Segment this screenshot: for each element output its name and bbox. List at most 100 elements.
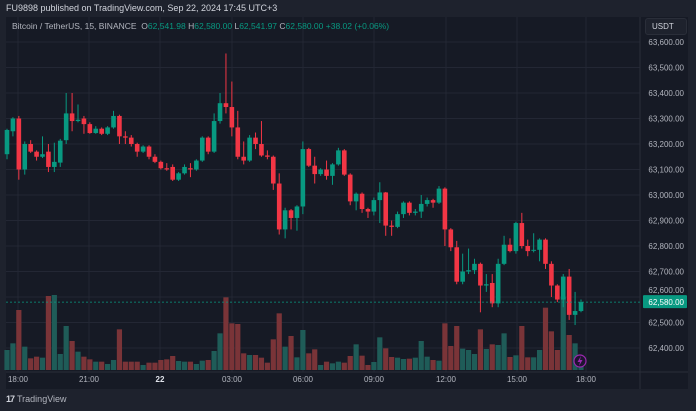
candle-body[interactable] [253,137,258,144]
candle-body[interactable] [241,156,247,161]
candle-body[interactable] [448,229,454,248]
candle-body[interactable] [460,271,465,282]
candle-body[interactable] [312,165,318,175]
candle-body[interactable] [454,247,460,282]
candle-body[interactable] [123,136,128,138]
candle-body[interactable] [507,244,513,252]
candle-body[interactable] [229,107,235,128]
candle-body[interactable] [365,209,371,212]
candle-body[interactable] [288,210,294,218]
candle-body[interactable] [235,127,241,157]
candle-body[interactable] [324,169,329,176]
candle-body[interactable] [282,210,288,230]
candle-body[interactable] [182,166,187,174]
candle-body[interactable] [276,183,282,230]
candle-body[interactable] [194,160,199,170]
candle-body[interactable] [341,150,347,175]
candle-body[interactable] [537,239,542,250]
candle-body[interactable] [111,115,116,128]
candle-body[interactable] [217,103,223,122]
candle-body[interactable] [265,155,270,157]
candle-body[interactable] [211,121,217,152]
candle-body[interactable] [117,115,122,137]
candle-body[interactable] [93,128,99,134]
candle-body[interactable] [69,113,75,122]
candle-body[interactable] [34,151,39,157]
candle-body[interactable] [170,166,175,180]
candle-body[interactable] [152,156,158,162]
candle-body[interactable] [401,202,406,215]
candle-body[interactable] [199,137,205,161]
candle-body[interactable] [140,146,146,152]
candle-body[interactable] [549,263,554,286]
candle-body[interactable] [330,164,335,176]
candle-body[interactable] [146,146,152,157]
candle-body[interactable] [75,119,81,122]
candle-body[interactable] [40,154,45,157]
candle-body[interactable] [377,192,383,201]
candle-body[interactable] [395,214,400,227]
candle-body[interactable] [347,174,353,202]
candle-body[interactable] [525,246,531,252]
candle-body[interactable] [566,276,572,315]
tradingview-logo-icon[interactable]: 17 [6,394,15,404]
candle-body[interactable] [560,276,566,300]
candle-body[interactable] [205,137,211,152]
candle-body[interactable] [578,302,584,312]
candle-body[interactable] [318,169,323,175]
brand-name[interactable]: TradingView [17,394,67,404]
candle-body[interactable] [99,128,104,134]
candle-body[interactable] [52,161,57,167]
candle-body[interactable] [531,249,536,251]
candle-body[interactable] [28,144,33,152]
candle-body[interactable] [519,223,525,246]
candle-body[interactable] [128,137,134,144]
chart-pane[interactable] [6,17,688,389]
candle-body[interactable] [543,239,548,264]
candle-body[interactable] [188,168,193,170]
candle-body[interactable] [478,263,483,286]
candle-body[interactable] [270,156,276,184]
candle-body[interactable] [63,113,69,141]
candle-body[interactable] [472,263,477,271]
candle-body[interactable] [572,311,578,315]
candle-body[interactable] [436,188,442,203]
candle-body[interactable] [134,144,140,152]
candle-body[interactable] [22,144,28,170]
candle-body[interactable] [501,244,507,264]
currency-button[interactable]: USDT [645,18,687,35]
candle-body[interactable] [371,200,377,212]
candle-body[interactable] [424,200,430,204]
candle-body[interactable] [389,225,394,227]
candle-body[interactable] [105,127,110,134]
candle-body[interactable] [413,211,418,213]
candle-body[interactable] [359,193,365,210]
candle-body[interactable] [442,188,448,230]
candle-body[interactable] [555,285,560,300]
candle-body[interactable] [407,202,412,213]
candle-body[interactable] [158,161,164,169]
candle-body[interactable] [484,284,489,286]
candle-body[interactable] [513,223,519,252]
candle-body[interactable] [300,149,306,207]
candle-body[interactable] [336,150,341,165]
candle-body[interactable] [87,124,93,134]
candle-body[interactable] [430,200,436,203]
candle-body[interactable] [418,203,424,212]
candle-body[interactable] [176,173,181,180]
candle-body[interactable] [46,151,51,167]
symbol-title[interactable]: Bitcoin / TetherUS, 15, BINANCE [12,21,137,31]
candle-body[interactable] [4,129,10,155]
candle-body[interactable] [466,270,471,272]
candle-body[interactable] [495,263,501,304]
candle-body[interactable] [353,193,359,202]
candle-body[interactable] [306,149,312,166]
candle-body[interactable] [247,137,252,161]
candle-body[interactable] [259,144,264,156]
candle-body[interactable] [489,282,495,304]
candle-body[interactable] [10,118,16,132]
candle-body[interactable] [383,192,389,226]
candle-body[interactable] [81,118,87,125]
candle-body[interactable] [164,168,170,170]
